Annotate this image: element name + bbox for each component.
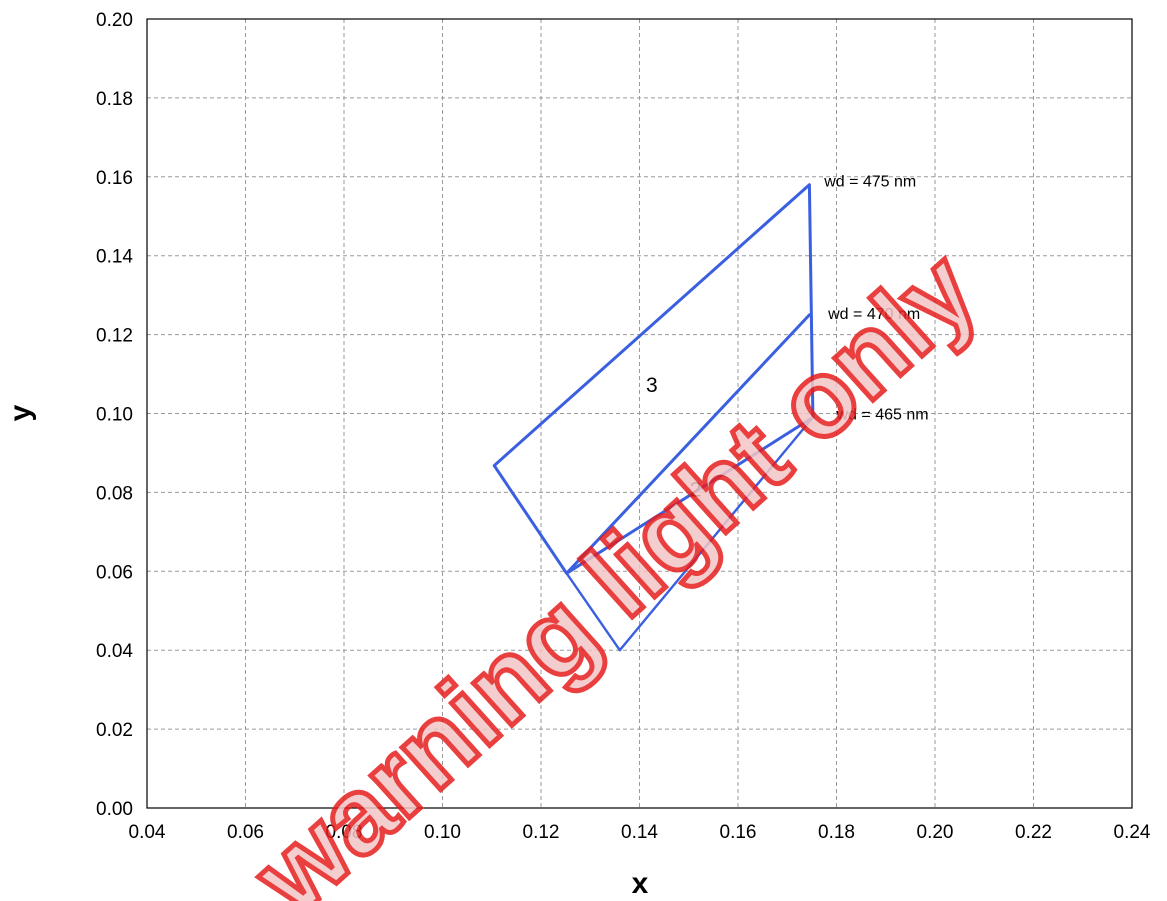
x-tick-label: 0.24: [1114, 822, 1151, 843]
annotations: 3 2 wd = 475 nm wd = 470 nm wd = 465 nm: [646, 174, 929, 502]
grid: [147, 19, 1132, 808]
wavelength-annotation: wd = 475 nm: [823, 174, 916, 191]
x-tick-label: 0.04: [129, 822, 166, 843]
x-tick-label: 0.12: [523, 822, 560, 843]
y-tick-label: 0.06: [96, 562, 133, 583]
x-tick-label: 0.14: [621, 822, 658, 843]
y-tick-label: 0.14: [96, 247, 133, 268]
series-lines: [492, 183, 815, 652]
wavelength-annotation: wd = 465 nm: [836, 406, 929, 423]
x-tick-label: 0.18: [818, 822, 855, 843]
x-tick-label: 0.16: [720, 822, 757, 843]
series-line-1: [565, 313, 811, 575]
watermark: warning light only: [228, 226, 1001, 901]
region-label-2: 2: [690, 478, 702, 501]
y-tick-label: 0.18: [96, 89, 133, 110]
plot-frame: [146, 18, 1133, 809]
y-tick-label: 0.10: [96, 405, 133, 426]
x-tick-labels: 0.04 0.06 0.08 0.10 0.12 0.14 0.16 0.18 0.20 0.22…: [129, 822, 1151, 843]
y-tick-label: 0.20: [96, 10, 133, 31]
y-tick-label: 0.16: [96, 168, 133, 189]
y-tick-label: 0.08: [96, 483, 133, 504]
y-tick-label: 0.12: [96, 326, 133, 347]
wavelength-annotation: wd = 470 nm: [827, 306, 920, 323]
x-tick-label: 0.08: [326, 822, 363, 843]
x-tick-label: 0.20: [917, 822, 954, 843]
x-tick-label: 0.10: [424, 822, 461, 843]
x-tick-label: 0.22: [1015, 822, 1052, 843]
watermark-text: warning light only: [230, 228, 998, 901]
region-label-3: 3: [646, 374, 658, 397]
y-tick-label: 0.04: [96, 641, 133, 662]
x-tick-label: 0.06: [227, 822, 264, 843]
y-tick-label: 0.00: [96, 799, 133, 820]
x-axis-title: x: [632, 867, 649, 900]
y-tick-labels: 0.00 0.02 0.04 0.06 0.08 0.10 0.12 0.14 0.16 0.18…: [96, 10, 133, 820]
y-axis-title: y: [4, 404, 37, 421]
y-tick-label: 0.02: [96, 720, 133, 741]
series-line-2: [565, 416, 815, 652]
